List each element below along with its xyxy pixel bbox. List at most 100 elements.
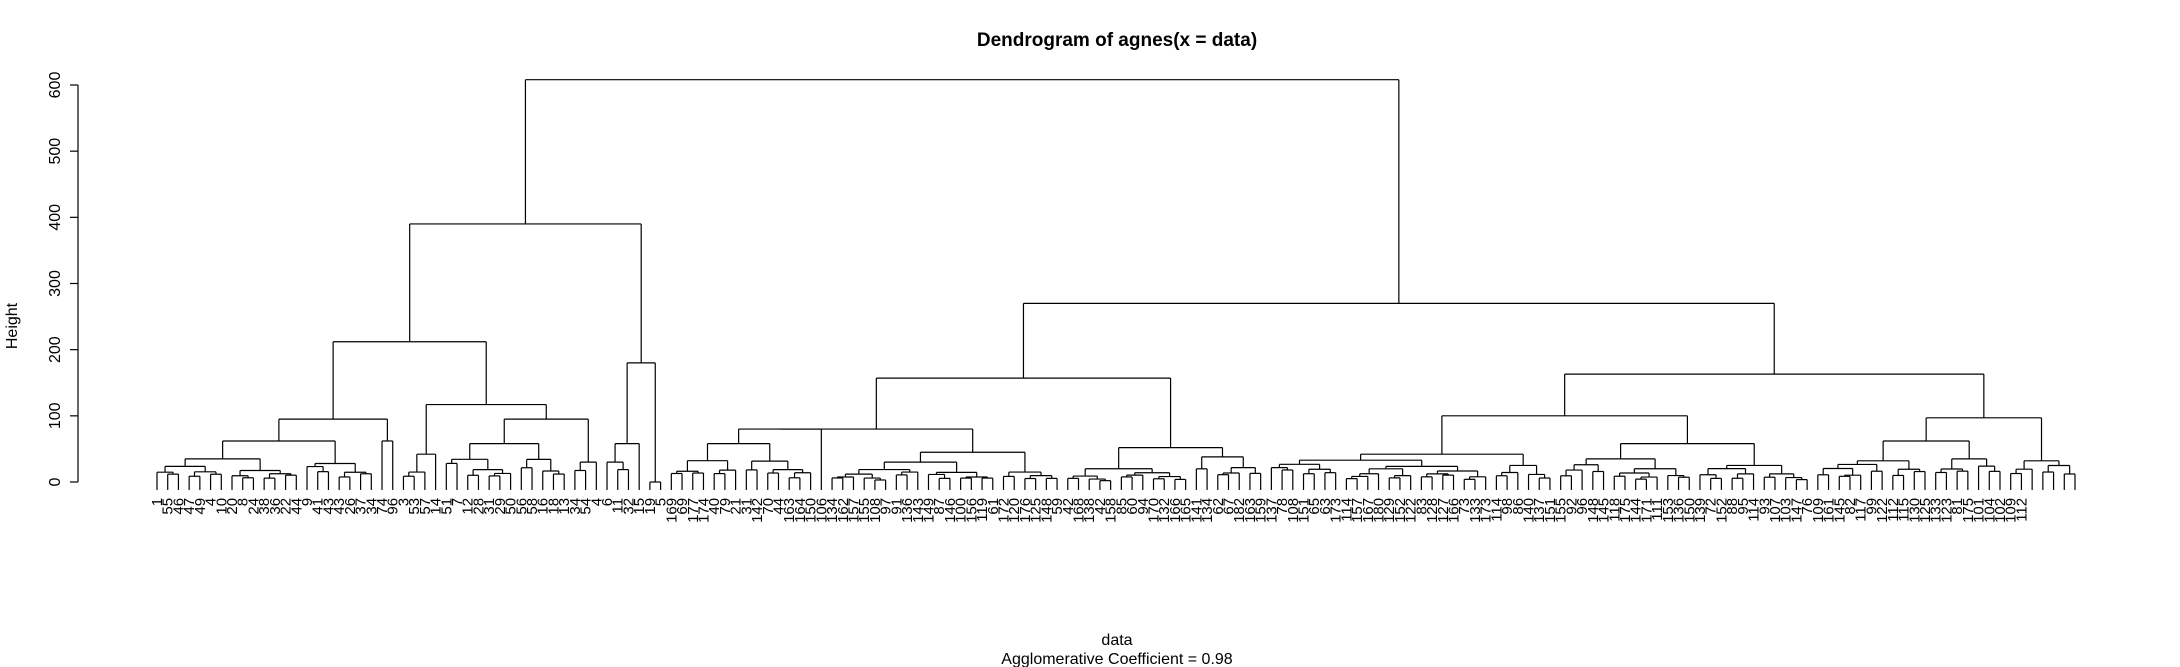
leaf-label: 26	[342, 498, 359, 515]
leaf-label: 122	[1403, 498, 1420, 523]
leaf-label: 118	[1606, 498, 1623, 522]
leaf-label: 175	[1960, 498, 1977, 523]
leaf-label: 142	[749, 498, 766, 523]
leaf-label: 166	[1167, 498, 1184, 523]
leaf-label: 102	[1992, 498, 2009, 523]
leaf-label: 40	[706, 498, 723, 515]
y-tick-label: 0	[47, 477, 64, 486]
leaf-label: 156	[963, 498, 980, 523]
leaf-label: 177	[685, 498, 702, 523]
leaf-label: 173	[1478, 498, 1495, 523]
leaf-label: 155	[1553, 498, 1570, 523]
leaf-label: 18	[545, 498, 562, 515]
leaf-label: 128	[1424, 498, 1441, 523]
leaf-label: 162	[835, 498, 852, 523]
leaf-label: 67	[1221, 498, 1238, 515]
leaf-label: 120	[1006, 498, 1023, 523]
leaf-label: 11	[610, 498, 627, 514]
leaf-label: 28	[470, 498, 487, 515]
leaf-label: 4	[203, 498, 220, 506]
leaf-label: 54	[578, 498, 595, 515]
leaf-label: 13	[556, 498, 573, 515]
leaf-label: 83	[1413, 498, 1430, 515]
leaf-label: 123	[1938, 498, 1955, 523]
leaf-label: 79	[717, 498, 734, 515]
leaf-label: 6	[599, 498, 616, 506]
leaf-label: 136	[1671, 498, 1688, 523]
leaf-label: 125	[1028, 498, 1045, 523]
y-tick-label: 300	[47, 270, 64, 297]
leaf-label: 7	[449, 498, 466, 506]
leaf-label: 91	[888, 498, 905, 515]
chart-title: Dendrogram of agnes(x = data)	[977, 30, 1257, 51]
leaf-label: 19	[642, 498, 659, 515]
leaf-label: 129	[1381, 498, 1398, 523]
x-axis-label: data	[1101, 632, 1132, 649]
leaf-label: 82	[1842, 498, 1859, 515]
leaf-labels: 1554647494102082438362244941434326373474…	[149, 498, 2030, 523]
leaf-label: 98	[1499, 498, 1516, 515]
leaf-label: 14	[428, 498, 445, 515]
leaf-label: 60	[1124, 498, 1141, 515]
leaf-label: 65	[1306, 498, 1323, 515]
leaf-label: 169	[663, 498, 680, 523]
y-tick-label: 200	[47, 336, 64, 363]
leaf-label: 56	[513, 498, 530, 515]
leaf-label: 159	[1253, 498, 1270, 523]
leaf-label: 147	[1788, 498, 1805, 523]
leaf-label: 99	[1863, 498, 1880, 515]
y-tick-label: 400	[47, 204, 64, 231]
leaf-label: 141	[1188, 498, 1205, 523]
leaf-label: 143	[910, 498, 927, 523]
leaf-label: 42	[1060, 498, 1077, 515]
leaf-label: 86	[1510, 498, 1527, 515]
leaf-label: 117	[1853, 498, 1870, 522]
leaf-label: 10	[213, 498, 230, 515]
leaf-label: 101	[1971, 498, 1988, 523]
y-tick-label: 600	[47, 72, 64, 99]
leaf-label: 163	[1242, 498, 1259, 523]
dendrogram-tree	[156, 79, 2076, 490]
leaf-label: 139	[1692, 498, 1709, 523]
leaf-label: 175	[1617, 498, 1634, 523]
leaf-label: 44	[770, 498, 787, 515]
leaf-label: 176	[1017, 498, 1034, 523]
leaf-label: 93	[1756, 498, 1773, 515]
leaf-label: 53	[406, 498, 423, 515]
leaf-label: 15	[631, 498, 648, 515]
leaf-label: 96	[385, 498, 402, 515]
leaf-label: 172	[995, 498, 1012, 523]
leaf-label: 133	[1928, 498, 1945, 523]
chart-subtitle: Agglomerative Coefficient = 0.98	[1001, 651, 1233, 667]
leaf-label: 100	[953, 498, 970, 523]
leaf-label: 5	[653, 498, 670, 506]
leaf-label: 44	[288, 498, 305, 515]
leaf-label: 37	[353, 498, 370, 515]
leaf-label: 112	[2013, 498, 2030, 522]
y-axis-label: Height	[4, 302, 21, 349]
leaf-label: 148	[1038, 498, 1055, 523]
leaf-label: 94	[1135, 498, 1152, 515]
leaf-label: 167	[1360, 498, 1377, 523]
leaf-label: 34	[363, 498, 380, 515]
leaf-label: 95	[1735, 498, 1752, 515]
leaf-label: 137	[1531, 498, 1548, 523]
leaf-label: 144	[1628, 498, 1645, 523]
leaf-label: 51	[438, 498, 455, 515]
leaf-label: 134	[824, 498, 841, 523]
leaf-label: 111	[1649, 498, 1666, 521]
leaf-label: 115	[1896, 498, 1913, 522]
leaf-label: 108	[867, 498, 884, 523]
leaf-label: 171	[1638, 498, 1655, 523]
leaf-label: 8	[235, 498, 252, 506]
leaf-label: 106	[813, 498, 830, 523]
leaf-label: 108	[1285, 498, 1302, 523]
leaf-label: 47	[181, 498, 198, 515]
leaf-label: 170	[1146, 498, 1163, 523]
leaf-label: 1	[149, 498, 166, 506]
leaf-label: 32	[620, 498, 637, 515]
leaf-label: 140	[1521, 498, 1538, 523]
leaf-label: 43	[331, 498, 348, 515]
leaf-label: 150	[803, 498, 820, 523]
